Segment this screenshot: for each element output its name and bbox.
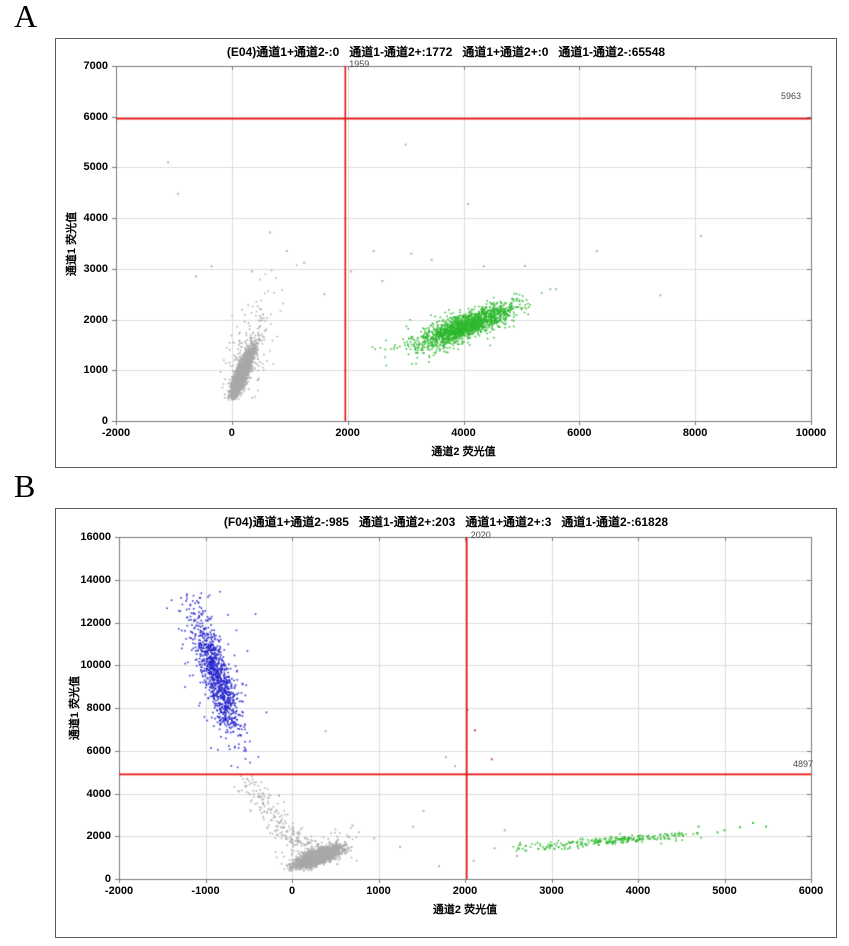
chart-b-y-threshold-label: 4897	[793, 759, 814, 770]
chart-a-scatter-canvas	[56, 39, 836, 467]
x-tick-label: 6000	[567, 427, 592, 439]
y-tick-label: 8000	[86, 702, 111, 714]
panel-b-label: B	[14, 468, 36, 504]
x-tick-label: 0	[288, 885, 296, 897]
chart-a-x-axis-title: 通道2 荧光值	[431, 446, 496, 458]
chart-a-x-threshold-label: 1959	[349, 59, 370, 69]
y-tick-label: 6000	[86, 744, 111, 757]
y-tick-label: 3000	[83, 262, 108, 275]
y-tick-label: 5000	[83, 161, 108, 174]
x-tick-label: 10000	[795, 427, 827, 439]
y-tick-label: 2000	[83, 313, 108, 326]
chart-a-title: (E04)通道1+通道2-:0 通道1-通道2+:1772 通道1+通道2+:0…	[226, 45, 666, 59]
chart-b-x-threshold-label: 2020	[470, 530, 491, 540]
x-tick-label: 0	[228, 427, 235, 439]
y-tick-label: 2000	[86, 830, 111, 843]
y-tick-label: 1000	[83, 364, 108, 377]
x-tick-label: -2000	[104, 885, 134, 897]
chart-a-y-threshold-label: 5963	[781, 90, 802, 101]
y-tick-label: 0	[104, 873, 111, 885]
y-tick-label: 4000	[83, 212, 108, 225]
x-tick-label: 4000	[625, 885, 651, 897]
x-tick-label: 2000	[335, 427, 360, 439]
x-tick-label: 5000	[712, 885, 737, 897]
x-tick-label: -1000	[191, 885, 220, 897]
chart-b-title: (F04)通道1+通道2-:985 通道1-通道2+:203 通道1+通道2+:…	[223, 515, 669, 529]
y-tick-label: 12000	[80, 616, 111, 629]
x-tick-label: 1000	[366, 885, 391, 897]
x-tick-label: 3000	[539, 885, 564, 897]
x-tick-label: 2000	[452, 885, 478, 897]
y-tick-label: 6000	[83, 110, 108, 123]
chart-b-x-axis-title: 通道2 荧光值	[432, 904, 498, 916]
y-tick-label: 4000	[86, 787, 111, 800]
chart-b: (F04)通道1+通道2-:985 通道1-通道2+:203 通道1+通道2+:…	[55, 508, 837, 938]
y-tick-label: 7000	[83, 60, 108, 72]
x-tick-label: 8000	[682, 427, 708, 439]
chart-b-scatter-canvas	[56, 509, 836, 937]
y-tick-label: 10000	[80, 659, 111, 672]
chart-a: (E04)通道1+通道2-:0 通道1-通道2+:1772 通道1+通道2+:0…	[55, 38, 837, 468]
y-tick-label: 0	[101, 415, 108, 427]
x-tick-label: 4000	[451, 427, 476, 439]
x-tick-label: -2000	[101, 427, 131, 439]
y-tick-label: 16000	[80, 531, 111, 543]
x-tick-label: 6000	[798, 885, 824, 897]
panel-a-label: A	[14, 0, 38, 34]
y-tick-label: 14000	[80, 573, 111, 586]
